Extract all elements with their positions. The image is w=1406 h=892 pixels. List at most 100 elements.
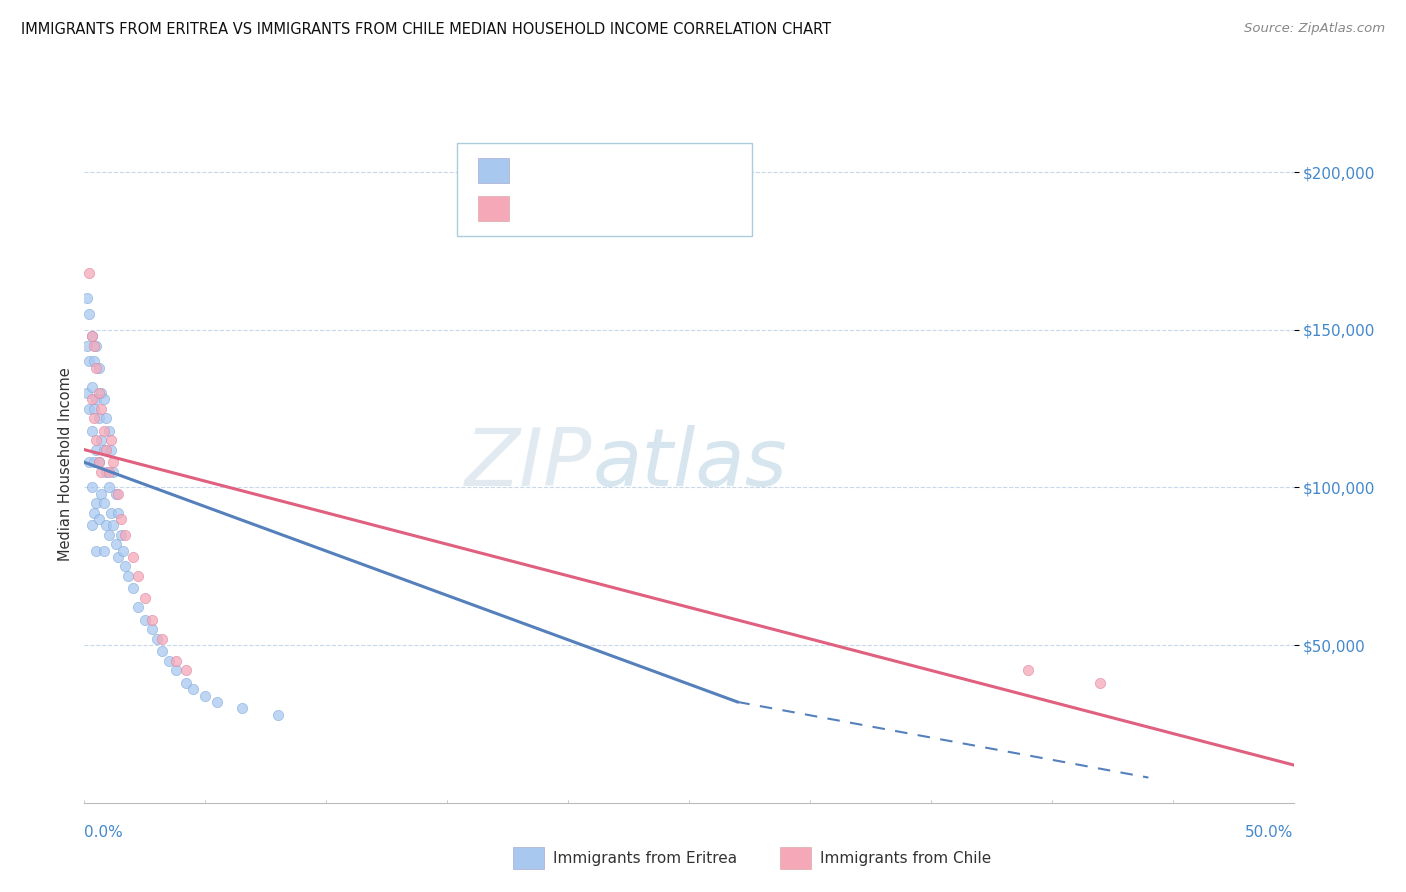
Point (87, 512, 110, 526)
Y-axis label: Median Household Income: Median Household Income (58, 367, 73, 561)
Point (90, 433, 112, 447)
Text: Immigrants from Chile: Immigrants from Chile (820, 851, 991, 865)
Text: N =: N = (612, 202, 645, 216)
Point (121, 582, 143, 596)
Point (181, 682, 204, 697)
Point (83, 354, 105, 368)
Point (90, 465, 112, 479)
Point (127, 600, 149, 615)
Point (77, 266, 100, 280)
Point (80, 329, 103, 343)
Point (83, 411, 105, 425)
Point (76, 291, 98, 305)
Point (100, 506, 122, 520)
Point (83, 506, 105, 520)
Text: R =: R = (517, 202, 551, 216)
Point (94, 411, 117, 425)
Point (107, 549, 129, 564)
Text: 0.0%: 0.0% (84, 825, 124, 840)
Point (207, 695, 229, 709)
Point (121, 549, 143, 564)
Text: 28: 28 (640, 202, 661, 216)
Point (87, 385, 110, 400)
Point (80, 392, 103, 407)
Text: 50.0%: 50.0% (1246, 825, 1294, 840)
Point (150, 644, 173, 658)
Point (86, 392, 108, 407)
Text: IMMIGRANTS FROM ERITREA VS IMMIGRANTS FROM CHILE MEDIAN HOUSEHOLD INCOME CORRELA: IMMIGRANTS FROM ERITREA VS IMMIGRANTS FR… (21, 22, 831, 37)
Point (157, 654, 180, 668)
Text: Source: ZipAtlas.com: Source: ZipAtlas.com (1244, 22, 1385, 36)
Point (114, 559, 136, 574)
Text: -0.536: -0.536 (546, 202, 600, 216)
Point (103, 455, 125, 469)
Point (76, 385, 98, 400)
Point (107, 487, 129, 501)
Point (87, 411, 110, 425)
Point (117, 568, 139, 582)
Point (112, 543, 135, 558)
Point (127, 568, 149, 582)
Point (77, 401, 100, 416)
Point (94, 518, 117, 533)
Text: R =: R = (517, 163, 551, 178)
Point (80, 424, 103, 438)
Point (231, 701, 253, 715)
Point (80, 329, 103, 343)
Point (87, 455, 110, 469)
Point (87, 360, 110, 375)
Point (100, 433, 122, 447)
Point (90, 401, 112, 416)
Point (77, 354, 100, 368)
Point (83, 338, 105, 352)
Point (97, 481, 120, 495)
Point (104, 487, 127, 501)
Point (97, 528, 120, 542)
Point (86, 338, 108, 352)
Point (93, 543, 115, 558)
Point (80, 379, 103, 393)
Point (141, 613, 163, 627)
Point (114, 528, 136, 542)
Point (1017, 664, 1039, 678)
Point (93, 424, 115, 438)
Point (90, 487, 112, 501)
Point (174, 664, 197, 678)
Point (93, 496, 115, 510)
Point (77, 455, 100, 469)
Point (80, 518, 103, 533)
Point (93, 392, 115, 407)
Point (83, 455, 105, 469)
Text: ZIP: ZIP (465, 425, 592, 503)
Point (174, 676, 197, 690)
Point (86, 360, 108, 375)
Point (94, 465, 117, 479)
Point (76, 338, 98, 352)
Point (100, 442, 122, 457)
Point (267, 707, 290, 722)
Point (104, 537, 127, 551)
Point (107, 506, 129, 520)
Point (134, 613, 156, 627)
Point (103, 518, 125, 533)
Point (1088, 676, 1111, 690)
Point (165, 654, 187, 668)
Point (87, 455, 110, 469)
Point (93, 442, 115, 457)
Point (146, 632, 169, 646)
Text: -0.286: -0.286 (546, 163, 600, 178)
Point (83, 401, 105, 416)
Point (80, 481, 103, 495)
Point (134, 591, 156, 605)
Point (86, 442, 108, 457)
Point (110, 528, 132, 542)
Point (86, 433, 108, 447)
Text: Immigrants from Eritrea: Immigrants from Eritrea (553, 851, 737, 865)
Point (194, 689, 217, 703)
Point (97, 465, 120, 479)
Point (86, 496, 108, 510)
Point (165, 664, 187, 678)
Point (110, 512, 132, 526)
Point (90, 385, 112, 400)
Text: 64: 64 (640, 163, 661, 178)
